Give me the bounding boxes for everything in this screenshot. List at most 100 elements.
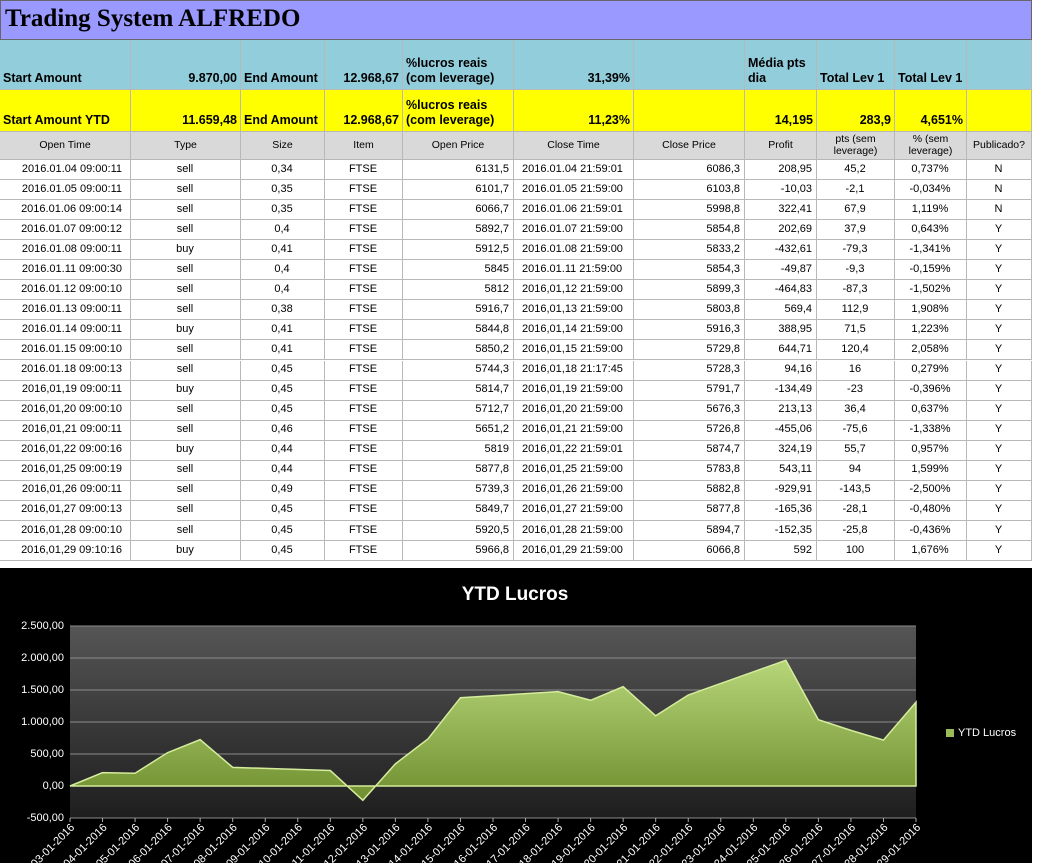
table-cell: 94 [817, 460, 895, 481]
table-cell: FTSE [325, 400, 403, 421]
y-tick-label: 1.500,00 [21, 684, 64, 696]
table-cell: 5966,8 [403, 540, 514, 561]
table-cell: 0,279% [895, 360, 967, 381]
table-cell: 2016,01,22 09:00:16 [0, 440, 131, 461]
table-cell: 2016,01,27 09:00:13 [0, 500, 131, 521]
table-cell: buy [131, 380, 241, 401]
table-cell: 2016.01.08 21:59:00 [514, 240, 634, 261]
summary-cell [967, 40, 1032, 90]
table-cell: 5877,8 [634, 500, 745, 521]
table-cell: 1,119% [895, 200, 967, 221]
table-cell: 6086,3 [634, 160, 745, 181]
table-cell: Y [967, 360, 1032, 381]
table-cell: 67,9 [817, 200, 895, 221]
table-cell: 5916,3 [634, 320, 745, 341]
table-cell: Y [967, 440, 1032, 461]
table-cell: 2016,01,13 21:59:00 [514, 300, 634, 321]
table-cell: 0,4 [241, 260, 325, 281]
table-cell: FTSE [325, 160, 403, 181]
summary-cell: 11.659,48 [131, 90, 241, 132]
table-cell: 5803,8 [634, 300, 745, 321]
table-cell: 120,4 [817, 340, 895, 361]
table-cell: 5844,8 [403, 320, 514, 341]
table-cell: sell [131, 340, 241, 361]
table-cell: sell [131, 520, 241, 541]
table-cell: 5854,8 [634, 220, 745, 241]
table-cell: N [967, 200, 1032, 221]
table-cell: 5651,2 [403, 420, 514, 441]
table-cell: FTSE [325, 420, 403, 441]
table-cell: N [967, 180, 1032, 201]
column-header: Item [325, 132, 403, 160]
table-cell: FTSE [325, 360, 403, 381]
table-cell: 0,34 [241, 160, 325, 181]
table-cell: 2016.01.08 09:00:11 [0, 240, 131, 261]
table-cell: -0,159% [895, 260, 967, 281]
table-cell: 5819 [403, 440, 514, 461]
table-cell: 5712,7 [403, 400, 514, 421]
table-cell: 5728,3 [634, 360, 745, 381]
table-cell: sell [131, 300, 241, 321]
table-cell: FTSE [325, 240, 403, 261]
table-cell: 2016,01,18 21:17:45 [514, 360, 634, 381]
table-cell: FTSE [325, 220, 403, 241]
summary-cell: 14,195 [745, 90, 817, 132]
summary-cell: %lucros reais (com leverage) [403, 90, 514, 132]
table-cell: 2016,01,19 09:00:11 [0, 380, 131, 401]
table-cell: -87,3 [817, 280, 895, 301]
table-cell: 5849,7 [403, 500, 514, 521]
table-cell: Y [967, 420, 1032, 441]
table-cell: sell [131, 360, 241, 381]
table-cell: Y [967, 400, 1032, 421]
table-cell: FTSE [325, 440, 403, 461]
table-cell: FTSE [325, 480, 403, 501]
table-cell: Y [967, 380, 1032, 401]
table-cell: -1,502% [895, 280, 967, 301]
table-cell: 322,41 [745, 200, 817, 221]
table-cell: 0,38 [241, 300, 325, 321]
table-cell: 5726,8 [634, 420, 745, 441]
summary-cell: Total Lev 1 [817, 40, 895, 90]
table-cell: 2016.01.11 09:00:30 [0, 260, 131, 281]
table-cell: sell [131, 280, 241, 301]
sheet-title: Trading System ALFREDO [0, 0, 1032, 40]
table-cell: 0,41 [241, 340, 325, 361]
table-cell: 0,4 [241, 220, 325, 241]
table-cell: Y [967, 340, 1032, 361]
table-cell: 0,35 [241, 180, 325, 201]
summary-cell: 12.968,67 [325, 90, 403, 132]
table-cell: -143,5 [817, 480, 895, 501]
table-cell: -2,1 [817, 180, 895, 201]
table-cell: -152,35 [745, 520, 817, 541]
table-cell: 16 [817, 360, 895, 381]
summary-cell: 4,651% [895, 90, 967, 132]
table-cell: 71,5 [817, 320, 895, 341]
table-cell: 2016.01.04 09:00:11 [0, 160, 131, 181]
table-cell: Y [967, 500, 1032, 521]
table-cell: 0,45 [241, 500, 325, 521]
table-cell: 5877,8 [403, 460, 514, 481]
table-cell: 1,676% [895, 540, 967, 561]
table-cell: 202,69 [745, 220, 817, 241]
table-cell: 6101,7 [403, 180, 514, 201]
summary-cell [634, 40, 745, 90]
table-cell: -0,034% [895, 180, 967, 201]
y-tick-label: 500,00 [30, 748, 64, 760]
table-cell: 5783,8 [634, 460, 745, 481]
table-cell: 0,44 [241, 460, 325, 481]
table-cell: 6066,8 [634, 540, 745, 561]
table-cell: 5874,7 [634, 440, 745, 461]
table-cell: -0,396% [895, 380, 967, 401]
y-tick-label: -500,00 [27, 812, 64, 824]
table-cell: sell [131, 420, 241, 441]
table-cell: 592 [745, 540, 817, 561]
table-cell: FTSE [325, 500, 403, 521]
table-cell: 2016,01,15 21:59:00 [514, 340, 634, 361]
table-cell: 0,45 [241, 540, 325, 561]
y-tick-label: 1.000,00 [21, 716, 64, 728]
table-cell: 94,16 [745, 360, 817, 381]
chart-title: YTD Lucros [462, 584, 569, 605]
table-cell: -75,6 [817, 420, 895, 441]
table-cell: 5899,3 [634, 280, 745, 301]
